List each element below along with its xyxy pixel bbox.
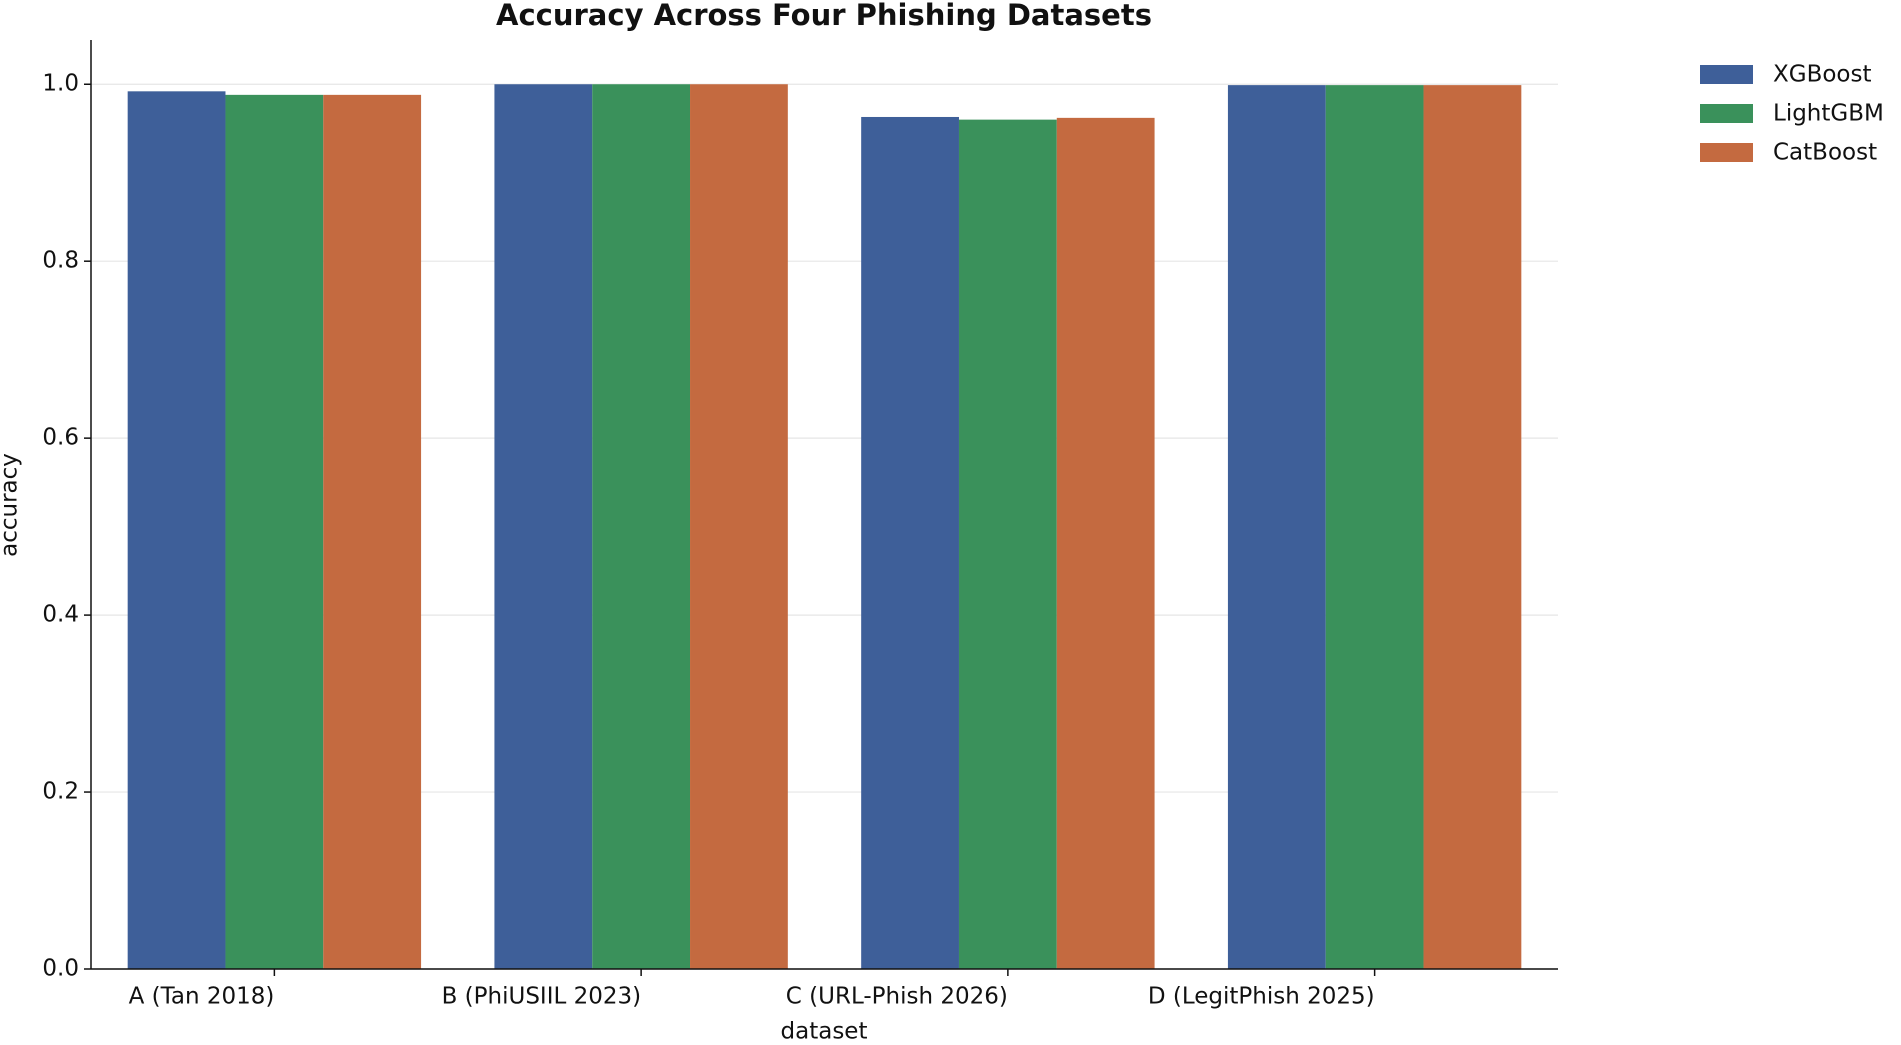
legend-swatch: [1700, 143, 1753, 162]
bar: [861, 116, 959, 969]
bar: [494, 84, 593, 969]
bar: [592, 84, 691, 969]
legend-label: CatBoost: [1773, 140, 1877, 166]
bar: [1056, 117, 1155, 969]
y-axis-label: accuracy: [0, 453, 23, 557]
legend-label: XGBoost: [1773, 62, 1872, 88]
x-tick-label: D (LegitPhish 2025): [1148, 984, 1375, 1010]
bar: [1325, 85, 1424, 969]
y-tick-label: 0.4: [42, 602, 79, 628]
chart-title: Accuracy Across Four Phishing Datasets: [496, 0, 1152, 32]
y-tick-label: 0.8: [42, 248, 79, 274]
legend-swatch: [1700, 65, 1753, 84]
bar: [1227, 85, 1326, 969]
bar: [958, 119, 1057, 970]
y-tick-label: 0.0: [42, 956, 79, 982]
bar: [127, 91, 226, 970]
bar: [225, 94, 324, 970]
y-tick-label: 1.0: [42, 71, 79, 97]
bar: [690, 84, 788, 969]
y-tick-label: 0.6: [42, 425, 79, 451]
bar: [1423, 85, 1522, 969]
x-tick-label: A (Tan 2018): [129, 984, 275, 1010]
x-tick-label: C (URL-Phish 2026): [786, 984, 1008, 1010]
legend-label: LightGBM: [1773, 101, 1884, 127]
x-tick-label: B (PhiUSIIL 2023): [442, 984, 642, 1010]
x-axis-label: dataset: [781, 1019, 868, 1045]
y-tick-label: 0.2: [42, 779, 79, 805]
legend-swatch: [1700, 104, 1753, 123]
bar: [323, 94, 422, 970]
